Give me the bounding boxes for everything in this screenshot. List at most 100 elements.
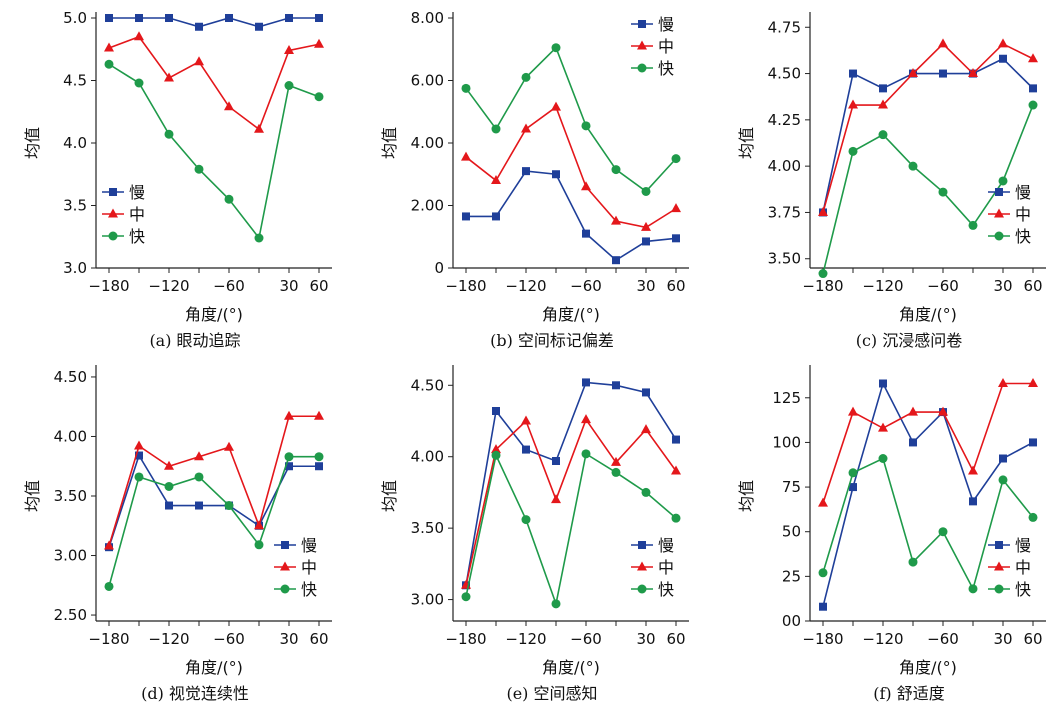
panel-caption: (c) 沉浸感问卷	[856, 331, 963, 350]
data-point	[314, 92, 324, 102]
series-triangle	[104, 31, 324, 133]
legend-marker	[638, 20, 646, 28]
data-point	[104, 42, 114, 52]
y-tick-label: 4.25	[768, 111, 801, 129]
x-tick-label: −60	[927, 277, 959, 295]
data-point	[225, 14, 233, 22]
y-axis-title: 均值	[737, 127, 756, 159]
data-point	[194, 56, 204, 66]
data-point	[938, 187, 948, 197]
data-point	[104, 540, 114, 550]
x-tick-label: 30	[993, 277, 1012, 295]
legend-label: 快	[301, 580, 317, 599]
data-point	[224, 101, 234, 111]
x-tick-label: −180	[88, 277, 129, 295]
data-point	[522, 445, 530, 454]
x-axis-title: 角度/(°)	[185, 305, 243, 324]
data-point	[671, 203, 681, 213]
y-tick-label: 0	[434, 259, 444, 277]
data-point	[818, 568, 828, 578]
y-tick-label: 4.50	[54, 368, 87, 386]
data-point	[848, 406, 858, 416]
data-point	[1028, 53, 1038, 63]
series-triangle	[818, 378, 1038, 507]
y-tick-label: 2.00	[411, 197, 444, 215]
legend-label: 中	[1015, 558, 1031, 577]
data-point	[878, 130, 888, 140]
chart-svg: 3.50 3.75 4.00 4.25 4.50 4.75 −180 −120 −60 30 60 角…	[737, 12, 1046, 350]
legend-marker	[637, 584, 647, 594]
series-line	[108, 35, 320, 131]
data-point	[165, 14, 173, 22]
legend-label: 中	[1015, 205, 1031, 224]
data-point	[314, 38, 324, 48]
data-point	[551, 43, 561, 53]
data-point	[581, 414, 591, 424]
data-point	[105, 14, 113, 22]
data-point	[582, 378, 590, 387]
legend-label: 慢	[658, 536, 674, 555]
series-line	[822, 382, 1033, 504]
data-point	[671, 465, 681, 475]
data-point	[999, 454, 1007, 463]
panel-caption: (e) 空间感知	[506, 684, 597, 703]
legend-label: 慢	[1015, 183, 1031, 202]
series-line	[822, 381, 1034, 607]
series-line	[466, 170, 677, 262]
data-point	[818, 497, 828, 507]
data-point	[491, 444, 501, 454]
data-point	[224, 194, 234, 204]
legend-label: 慢	[1015, 536, 1031, 555]
data-point	[134, 472, 144, 482]
legend-marker	[108, 208, 118, 218]
data-point	[461, 592, 471, 602]
legend-label: 中	[301, 558, 317, 577]
legend-label: 慢	[129, 183, 145, 202]
legend-marker	[995, 541, 1003, 549]
series-circle	[818, 454, 1038, 594]
y-tick-label: 3.75	[768, 203, 801, 221]
data-point	[165, 501, 173, 510]
series-line	[465, 105, 677, 229]
data-point	[611, 456, 621, 466]
legend: 慢中快	[631, 15, 674, 78]
chart-panel-2: 0 2.00 4.00 6.00 8.00 −180 −120 −60 30 60 角度/(°) 均值…	[357, 0, 707, 350]
data-point	[642, 388, 650, 397]
data-point	[135, 14, 143, 22]
y-tick-label: 25	[782, 567, 801, 585]
series-square	[105, 14, 323, 31]
y-tick-label: 4.00	[411, 134, 444, 152]
data-point	[968, 220, 978, 230]
legend: 慢中快	[274, 536, 317, 599]
data-point	[135, 451, 143, 460]
data-point	[284, 45, 294, 54]
data-point	[581, 449, 591, 459]
data-point	[879, 84, 887, 93]
data-point	[908, 557, 918, 567]
series-circle	[818, 100, 1038, 279]
data-point	[908, 406, 918, 416]
data-point	[224, 501, 234, 511]
legend-label: 中	[658, 558, 674, 577]
data-point	[848, 99, 858, 109]
y-axis-title: 均值	[23, 480, 42, 512]
data-point	[848, 146, 858, 156]
data-point	[314, 452, 324, 462]
data-point	[285, 14, 293, 22]
legend-marker	[638, 541, 646, 549]
data-point	[969, 497, 977, 506]
data-point	[284, 410, 294, 420]
series-triangle	[818, 38, 1038, 216]
data-point	[254, 520, 264, 530]
data-point	[849, 483, 857, 492]
data-point	[134, 31, 144, 41]
x-tick-label: −180	[802, 630, 843, 648]
y-tick-label: 8.00	[411, 9, 444, 27]
y-tick-label: 75	[782, 478, 801, 496]
series-circle	[104, 59, 324, 243]
x-tick-label: 60	[309, 630, 328, 648]
y-axis-title: 均值	[737, 480, 756, 512]
data-point	[551, 101, 561, 111]
series-square	[462, 167, 680, 265]
x-tick-label: 60	[309, 277, 328, 295]
